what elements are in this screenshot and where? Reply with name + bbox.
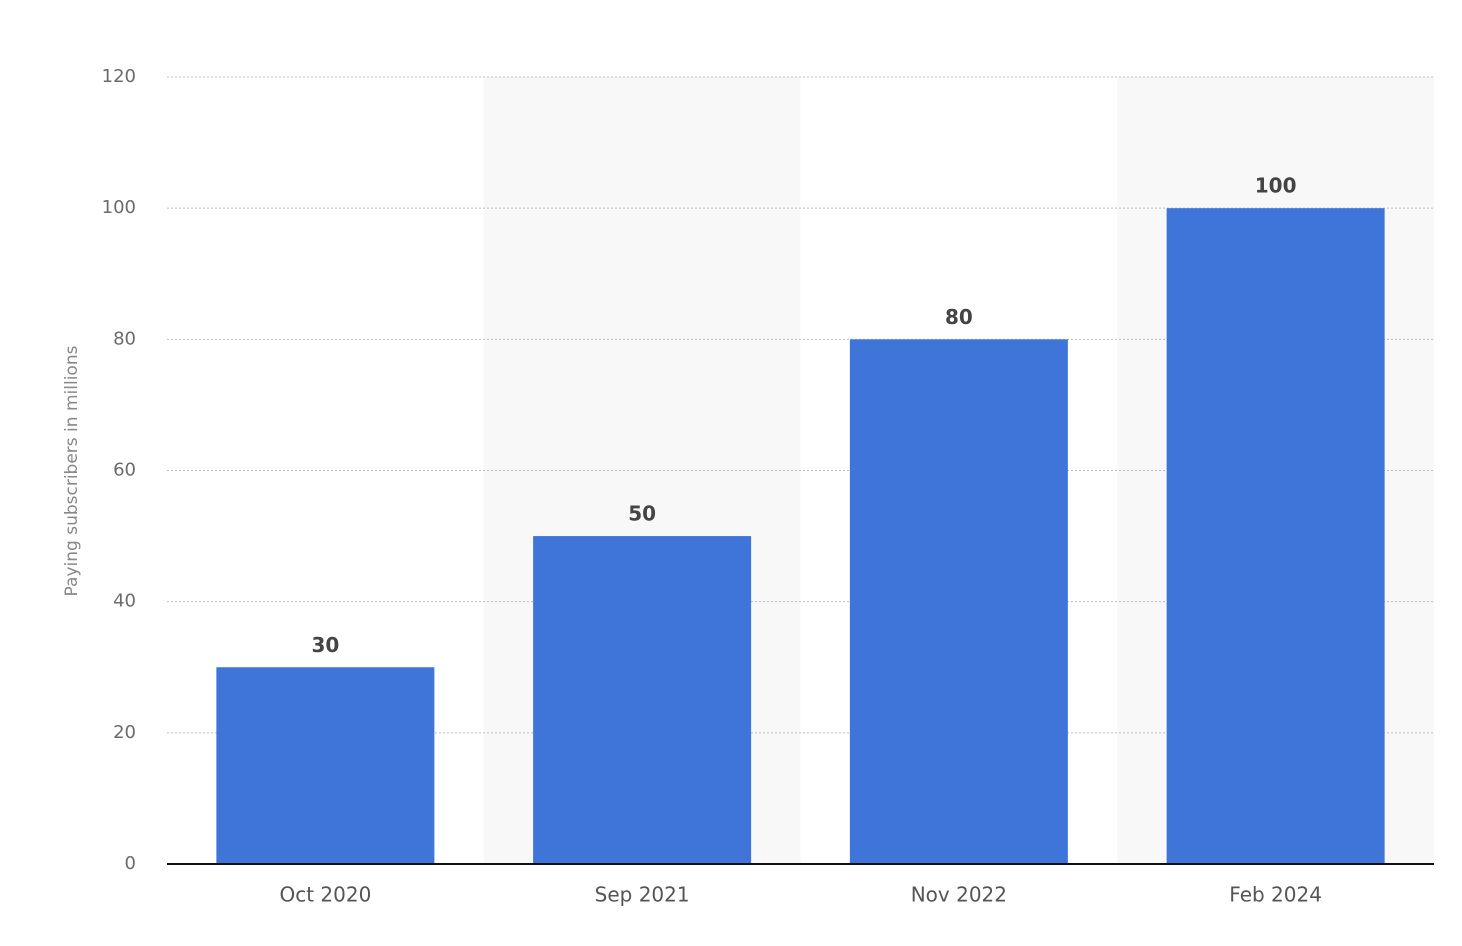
y-tick-label: 0 <box>125 853 136 874</box>
value-label: 80 <box>945 305 973 329</box>
x-tick-label: Sep 2021 <box>595 883 690 907</box>
bar <box>1166 208 1385 864</box>
y-tick-label: 40 <box>113 591 136 612</box>
bar <box>216 667 435 864</box>
x-tick-label: Nov 2022 <box>911 883 1007 907</box>
y-tick-label: 20 <box>113 722 136 743</box>
bar <box>849 339 1068 864</box>
y-tick-label: 120 <box>102 66 136 87</box>
y-tick-label: 60 <box>113 460 136 481</box>
value-label: 30 <box>311 633 339 657</box>
y-tick-label: 100 <box>102 197 136 218</box>
x-tick-label: Oct 2020 <box>279 883 371 907</box>
y-axis-title: Paying subscribers in millions <box>62 345 82 596</box>
y-tick-label: 80 <box>113 328 136 349</box>
value-label: 100 <box>1255 174 1297 198</box>
x-tick-label: Feb 2024 <box>1229 883 1322 907</box>
bar <box>533 536 752 864</box>
value-label: 50 <box>628 502 656 526</box>
